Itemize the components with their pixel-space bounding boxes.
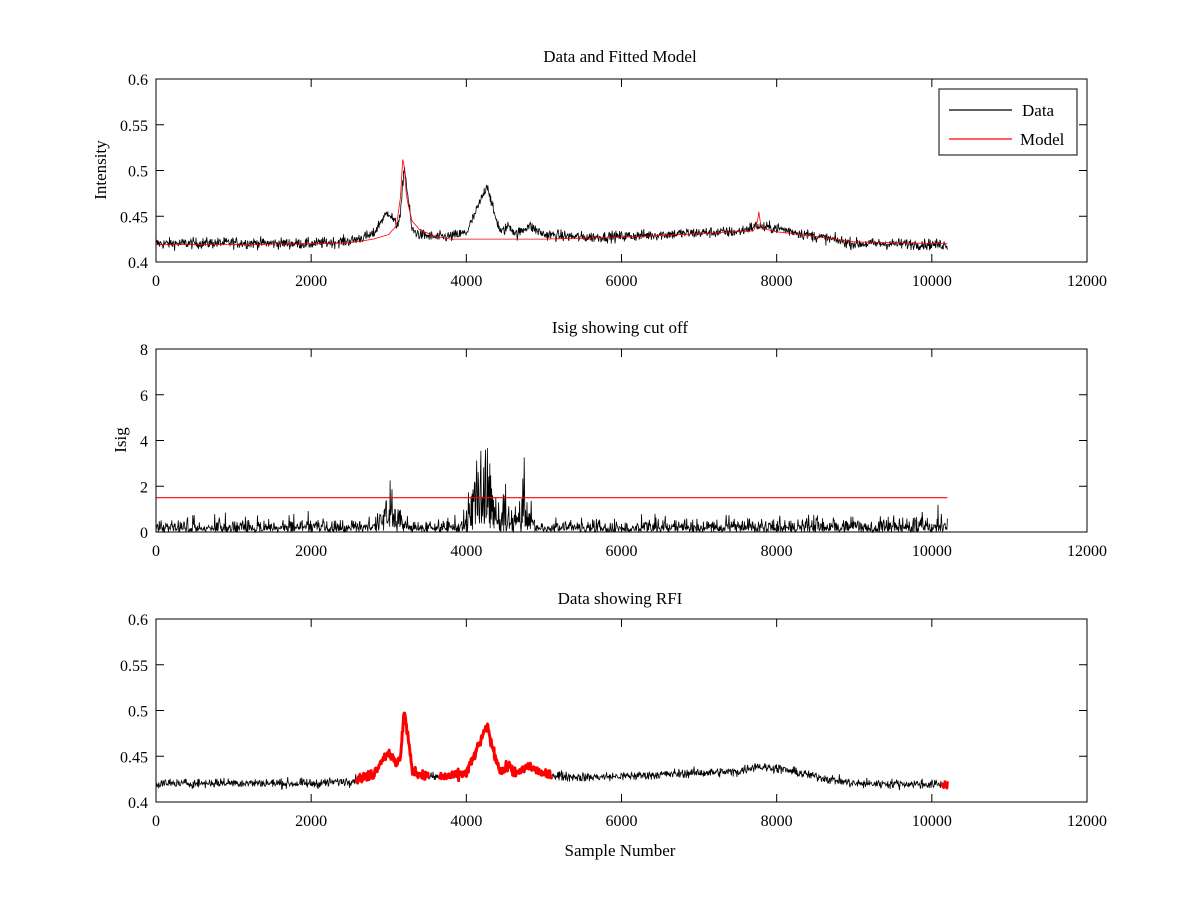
y-tick-label: 6 (140, 388, 148, 405)
axes-frame (155, 348, 1088, 533)
legend-box (938, 88, 1078, 156)
x-tick-label: 4000 (450, 543, 482, 560)
y-tick-label: 0.45 (120, 749, 148, 766)
panel1-series (155, 159, 948, 251)
x-tick-label: 10000 (912, 813, 952, 830)
y-tick-label: 4 (140, 434, 148, 451)
x-tick-label: 12000 (1067, 813, 1107, 830)
x-tick-label: 0 (152, 813, 160, 830)
panel3-title: Data showing RFI (558, 589, 683, 608)
rfi-segment-3 (940, 780, 949, 790)
x-tick-label: 2000 (295, 273, 327, 290)
y-tick-label: 0.4 (128, 795, 148, 812)
x-tick-label: 6000 (606, 273, 638, 290)
y-tick-label: 0.5 (128, 164, 148, 181)
panel-data-and-fitted-model: Data and Fitted Model Intensity 0 2000 400… (91, 47, 1107, 290)
x-tick-label: 8000 (761, 273, 793, 290)
x-tick-label: 6000 (606, 543, 638, 560)
y-tick-label: 0.45 (120, 209, 148, 226)
panel3-xlabel: Sample Number (565, 841, 676, 860)
x-tick-label: 2000 (295, 543, 327, 560)
x-tick-label: 8000 (761, 813, 793, 830)
x-tick-label: 4000 (450, 273, 482, 290)
y-tick-label: 0 (140, 525, 148, 542)
panel2-title: Isig showing cut off (552, 318, 688, 337)
panel3-axes: 0 2000 4000 6000 8000 10000 12000 0.4 0.45 0.5 0.5… (120, 612, 1107, 830)
panel1-title: Data and Fitted Model (543, 47, 697, 66)
panel2-series (155, 448, 948, 534)
legend-label-data: Data (1022, 101, 1055, 120)
panel3-series (155, 711, 949, 791)
x-tick-label: 12000 (1067, 273, 1107, 290)
x-tick-label: 10000 (912, 543, 952, 560)
y-tick-label: 0.6 (128, 72, 148, 89)
y-tick-label: 8 (140, 342, 148, 359)
x-tick-label: 6000 (606, 813, 638, 830)
x-tick-label: 0 (152, 273, 160, 290)
x-tick-label: 8000 (761, 543, 793, 560)
x-tick-label: 2000 (295, 813, 327, 830)
x-tick-label: 10000 (912, 273, 952, 290)
x-tick-label: 12000 (1067, 543, 1107, 560)
y-tick-label: 0.55 (120, 658, 148, 675)
y-tick-label: 0.4 (128, 255, 148, 272)
y-tick-label: 0.6 (128, 612, 148, 629)
panel2-axes: 0 2000 4000 6000 8000 10000 12000 0 2 4 6 8 (140, 342, 1107, 560)
rfi-segment-2 (438, 722, 554, 783)
panel-data-showing-rfi: Data showing RFI Sample Number 0 2000 4000… (120, 589, 1107, 860)
panel2-ylabel: Isig (111, 427, 130, 453)
legend: Data Model (938, 88, 1078, 156)
legend-label-model: Model (1020, 130, 1065, 149)
y-tick-label: 2 (140, 479, 148, 496)
y-tick-label: 0.55 (120, 118, 148, 135)
panel-isig-showing-cut-off: Isig showing cut off Isig 0 2000 4000 6000 8… (111, 318, 1107, 560)
series-isig-line (155, 448, 948, 534)
rfi-segment-1 (354, 711, 431, 785)
x-tick-label: 0 (152, 543, 160, 560)
panel1-axes: 0 2000 4000 6000 8000 10000 12000 0.4 0.45 0.5 0.5… (120, 72, 1107, 290)
series-model-line (156, 159, 948, 245)
x-tick-label: 4000 (450, 813, 482, 830)
y-tick-label: 0.5 (128, 704, 148, 721)
panel1-ylabel: Intensity (91, 140, 110, 200)
